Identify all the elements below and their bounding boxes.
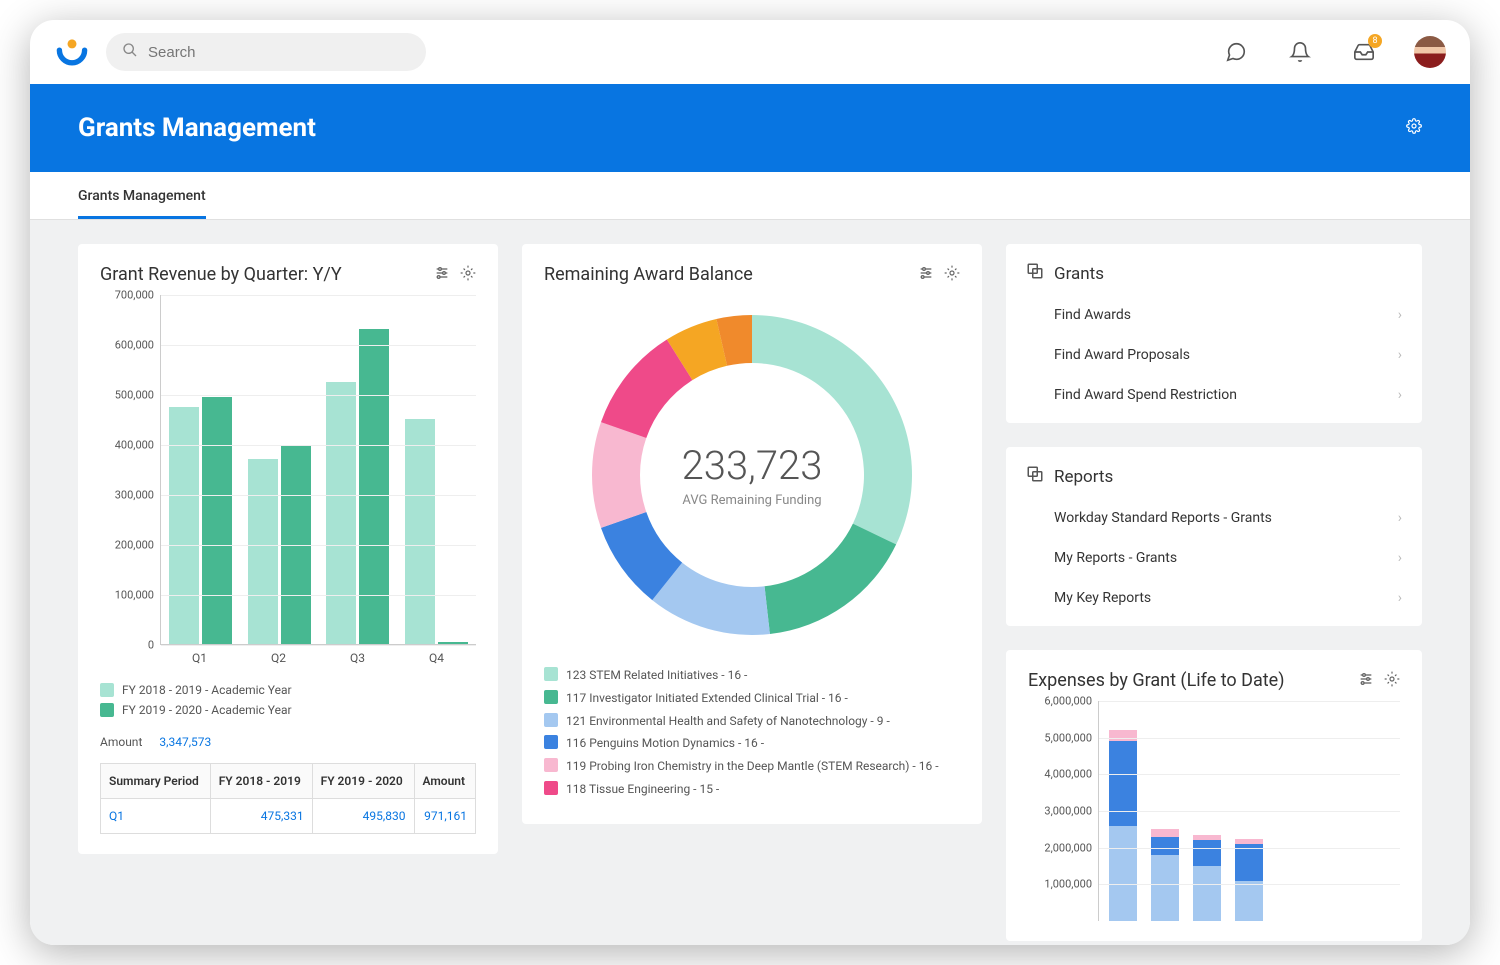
y-tick: 3,000,000 [1044,805,1092,818]
card-title: Remaining Award Balance [544,264,753,285]
tab-grants-management[interactable]: Grants Management [78,188,206,219]
legend-item[interactable]: FY 2018 - 2019 - Academic Year [100,683,476,697]
section-title: Reports [1054,467,1113,487]
legend-item[interactable]: 116 Penguins Motion Dynamics - 16 - [544,735,960,752]
y-tick: 400,000 [115,439,154,452]
chat-icon[interactable] [1222,38,1250,66]
chevron-right-icon: › [1398,347,1402,363]
top-bar: 8 [30,20,1470,84]
filter-icon[interactable] [1358,671,1374,691]
page-header: Grants Management [30,84,1470,172]
x-label: Q1 [160,645,239,665]
y-tick: 100,000 [115,589,154,602]
apps-icon [1026,262,1044,285]
nav-link[interactable]: My Reports - Grants› [1026,538,1402,578]
avatar[interactable] [1414,36,1446,68]
table-header: Amount [414,764,476,799]
donut-center-value: 233,723 [682,442,823,489]
bar[interactable] [169,407,199,645]
chevron-right-icon: › [1398,307,1402,323]
bar[interactable] [202,397,232,645]
y-tick: 2,000,000 [1044,841,1092,854]
workday-logo[interactable] [54,34,90,70]
table-header: Summary Period [101,764,211,799]
y-tick: 700,000 [115,289,154,302]
filter-icon[interactable] [434,265,450,285]
filter-icon[interactable] [918,265,934,285]
table-row[interactable]: Q1475,331495,830971,161 [101,799,476,834]
search-input[interactable] [148,44,410,61]
notifications-icon[interactable] [1286,38,1314,66]
bar[interactable] [248,459,278,644]
tabs: Grants Management [30,172,1470,220]
legend-item[interactable]: FY 2019 - 2020 - Academic Year [100,703,476,717]
section-reports: Reports Workday Standard Reports - Grant… [1006,447,1422,626]
inbox-icon[interactable]: 8 [1350,38,1378,66]
y-tick: 4,000,000 [1044,768,1092,781]
section-title: Grants [1054,264,1104,284]
legend-item[interactable]: 118 Tissue Engineering - 15 - [544,781,960,798]
nav-link[interactable]: Find Award Spend Restriction› [1026,375,1402,415]
gear-icon[interactable] [1384,671,1400,691]
x-label: Q2 [239,645,318,665]
y-tick: 6,000,000 [1044,695,1092,708]
stacked-bar[interactable] [1109,730,1137,921]
settings-gear-icon[interactable] [1406,118,1422,138]
bar[interactable] [359,329,389,644]
summary-table: Summary PeriodFY 2018 - 2019FY 2019 - 20… [100,763,476,834]
y-tick: 300,000 [115,489,154,502]
donut-slice[interactable] [592,422,646,528]
y-tick: 500,000 [115,389,154,402]
page-title: Grants Management [78,113,316,143]
chevron-right-icon: › [1398,550,1402,566]
nav-link[interactable]: Find Award Proposals› [1026,335,1402,375]
inbox-badge: 8 [1368,34,1382,48]
legend-item[interactable]: 121 Environmental Health and Safety of N… [544,713,960,730]
gear-icon[interactable] [944,265,960,285]
bar[interactable] [438,642,468,645]
section-grants: Grants Find Awards›Find Award Proposals›… [1006,244,1422,423]
chevron-right-icon: › [1398,387,1402,403]
donut-center-label: AVG Remaining Funding [682,493,823,508]
stacked-bar[interactable] [1151,829,1179,921]
y-tick: 0 [148,639,154,652]
nav-link[interactable]: My Key Reports› [1026,578,1402,618]
search-box[interactable] [106,33,426,71]
legend-item[interactable]: 119 Probing Iron Chemistry in the Deep M… [544,758,960,775]
nav-link[interactable]: Find Awards› [1026,295,1402,335]
table-header: FY 2018 - 2019 [210,764,312,799]
legend-item[interactable]: 117 Investigator Initiated Extended Clin… [544,690,960,707]
card-title: Expenses by Grant (Life to Date) [1028,670,1284,691]
y-tick: 600,000 [115,339,154,352]
nav-link[interactable]: Workday Standard Reports - Grants› [1026,498,1402,538]
bar[interactable] [326,382,356,645]
apps-icon [1026,465,1044,488]
legend-item[interactable]: 123 STEM Related Initiatives - 16 - [544,667,960,684]
donut-chart[interactable]: 233,723 AVG Remaining Funding [582,305,922,645]
y-tick: 1,000,000 [1044,878,1092,891]
y-tick: 200,000 [115,539,154,552]
donut-slice[interactable] [752,315,912,544]
card-remaining-award-balance: Remaining Award Balance 233,723 AVG Rema… [522,244,982,824]
stacked-bar[interactable] [1235,839,1263,921]
card-title: Grant Revenue by Quarter: Y/Y [100,264,342,285]
gear-icon[interactable] [460,265,476,285]
card-revenue-by-quarter: Grant Revenue by Quarter: Y/Y 0 100,000 20… [78,244,498,854]
y-tick: 5,000,000 [1044,731,1092,744]
card-expenses-by-grant: Expenses by Grant (Life to Date) 1,000,0… [1006,650,1422,941]
x-label: Q3 [318,645,397,665]
amount-total: Amount 3,347,573 [100,735,476,749]
bar[interactable] [405,419,435,644]
chevron-right-icon: › [1398,590,1402,606]
chevron-right-icon: › [1398,510,1402,526]
search-icon [122,42,138,62]
table-header: FY 2019 - 2020 [312,764,414,799]
donut-slice[interactable] [765,524,897,634]
x-label: Q4 [397,645,476,665]
